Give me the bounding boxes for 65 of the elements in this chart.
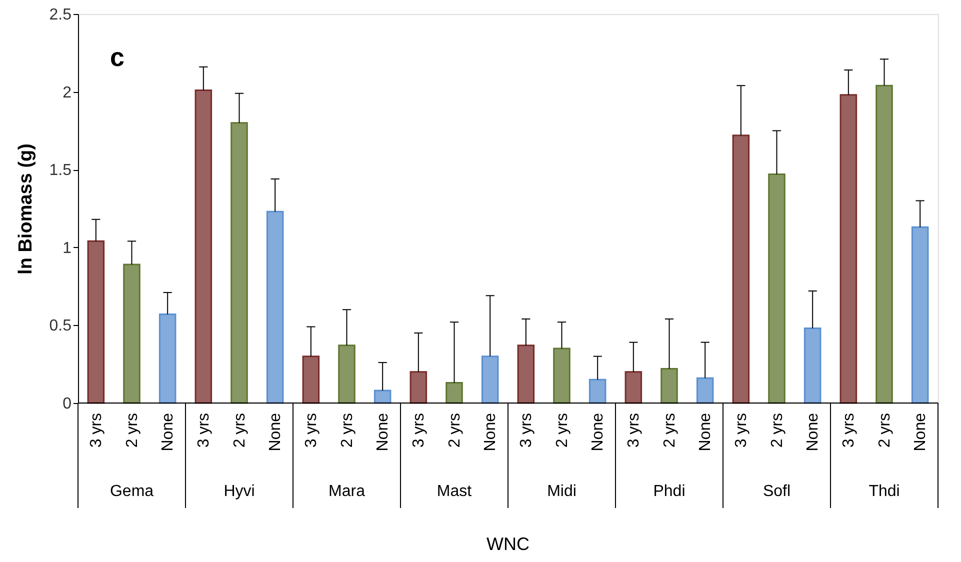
text: None bbox=[482, 413, 500, 452]
text: 2 yrs bbox=[446, 413, 464, 448]
text: 2 yrs bbox=[554, 413, 571, 448]
bar bbox=[123, 264, 140, 404]
text: 2 yrs bbox=[338, 413, 356, 448]
x-tick-label: Mara bbox=[328, 483, 366, 500]
text: None bbox=[912, 413, 930, 452]
text: None bbox=[697, 413, 714, 452]
text: None bbox=[374, 413, 392, 452]
text: 3 yrs bbox=[732, 413, 750, 448]
x-tick-label: Mast bbox=[436, 483, 472, 500]
y-tick-label: 1 bbox=[62, 240, 72, 257]
y-tick-label: 2 bbox=[62, 84, 72, 102]
bar bbox=[158, 314, 176, 404]
bar bbox=[588, 378, 606, 404]
y-tick-label: 0 bbox=[62, 396, 72, 412]
x-tick-label: Hyvi bbox=[224, 483, 255, 500]
bar bbox=[302, 356, 320, 404]
bar bbox=[553, 348, 570, 404]
bar bbox=[624, 371, 642, 404]
text: 2 yrs bbox=[231, 413, 248, 448]
y-axis-title: ln Biomass (g) bbox=[15, 144, 36, 274]
bar bbox=[696, 377, 714, 404]
bar bbox=[410, 371, 428, 404]
text: None bbox=[267, 413, 284, 452]
text: 2 yrs bbox=[876, 413, 894, 448]
bar bbox=[768, 174, 786, 404]
text: None bbox=[590, 413, 607, 452]
x-axis-title: WNC bbox=[486, 534, 530, 554]
bar bbox=[481, 356, 499, 404]
y-tick-label: 0.5 bbox=[49, 318, 72, 335]
bar bbox=[876, 84, 893, 404]
x-tick-label: Midi bbox=[547, 483, 576, 500]
text: 3 yrs bbox=[302, 413, 320, 448]
bar bbox=[911, 226, 929, 404]
bar bbox=[87, 240, 105, 404]
bar bbox=[804, 328, 822, 404]
bar bbox=[266, 210, 284, 404]
bar bbox=[446, 382, 463, 404]
text: 3 yrs bbox=[88, 413, 105, 448]
x-tick-label: Gema bbox=[110, 483, 154, 500]
text: None bbox=[804, 413, 822, 452]
text: 3 yrs bbox=[840, 413, 858, 448]
text: 2 yrs bbox=[124, 413, 141, 448]
text: 3 yrs bbox=[410, 413, 428, 448]
bar bbox=[660, 368, 678, 404]
bar bbox=[194, 89, 212, 404]
x-tick-label: Phdi bbox=[653, 483, 686, 500]
bar bbox=[517, 344, 535, 404]
text: 2 yrs bbox=[768, 413, 786, 448]
bar bbox=[230, 122, 248, 404]
bar bbox=[732, 134, 750, 404]
x-tick-label: Sofl bbox=[762, 483, 791, 500]
text: 2 yrs bbox=[661, 413, 678, 448]
text: 3 yrs bbox=[518, 413, 535, 448]
annotation: c bbox=[110, 42, 124, 72]
bar bbox=[840, 94, 858, 404]
bar bbox=[374, 390, 392, 404]
text: None bbox=[160, 412, 177, 452]
text: 3 yrs bbox=[625, 413, 642, 448]
x-tick-label: Thdi bbox=[868, 483, 900, 500]
y-tick-label: 2.5 bbox=[49, 6, 72, 24]
bar bbox=[338, 344, 356, 404]
text: 3 yrs bbox=[195, 413, 212, 448]
y-tick-label: 1.5 bbox=[49, 162, 72, 180]
